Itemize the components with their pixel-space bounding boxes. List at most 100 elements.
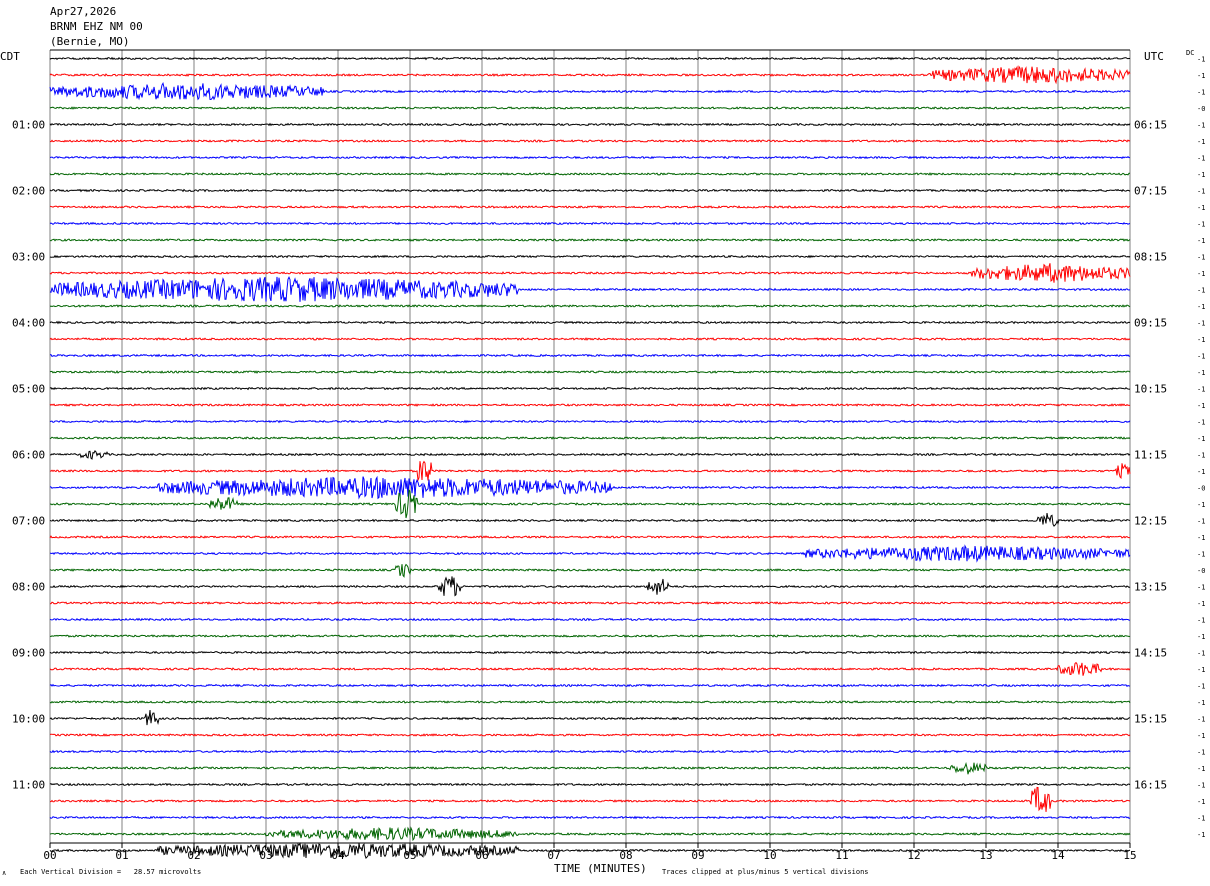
- dc-offset-label: -1: [1197, 452, 1205, 460]
- seismic-trace-row: [49, 353, 1131, 358]
- dc-offset-label: -1: [1197, 155, 1205, 163]
- seismic-trace-row: [49, 634, 1131, 638]
- utc-hour-label: 07:15: [1134, 185, 1167, 198]
- seismic-trace-row: [49, 254, 1131, 259]
- seismic-trace-row: [49, 81, 1131, 101]
- seismic-trace-row: [49, 842, 1131, 860]
- dc-offset-label: -1: [1197, 320, 1205, 328]
- utc-hour-label: 13:15: [1134, 581, 1167, 594]
- x-tick-label: 00: [43, 849, 56, 862]
- dc-offset-header: DC: [1186, 49, 1195, 57]
- cdt-hour-label: 06:00: [12, 449, 45, 462]
- seismic-trace-row: [49, 661, 1131, 676]
- utc-hour-label: 14:15: [1134, 647, 1167, 660]
- seismic-trace-row: [49, 238, 1131, 242]
- x-tick-label: 12: [907, 849, 920, 862]
- x-tick-label: 11: [835, 849, 848, 862]
- dc-offset-label: -1: [1197, 683, 1205, 691]
- dc-offset-label: -1: [1197, 699, 1205, 707]
- seismic-trace-row: [49, 700, 1131, 704]
- seismic-trace-row: [49, 544, 1131, 563]
- dc-offset-label: -1: [1197, 798, 1205, 806]
- dc-offset-label: -1: [1197, 831, 1205, 839]
- cdt-hour-label: 09:00: [12, 647, 45, 660]
- dc-offset-label: -1: [1197, 336, 1205, 344]
- seismic-trace-row: [49, 709, 1131, 726]
- dc-offset-label: -0: [1197, 567, 1205, 575]
- scale-note: Each Vertical Division = 28.57 microvolt…: [20, 868, 202, 876]
- x-tick-label: 13: [979, 849, 992, 862]
- dc-offset-label: -1: [1197, 122, 1205, 130]
- seismic-trace-row: [49, 617, 1131, 622]
- seismic-trace-row: [49, 205, 1131, 209]
- seismic-trace-row: [49, 188, 1131, 193]
- seismic-trace-row: [49, 535, 1131, 539]
- seismic-trace-row: [49, 304, 1131, 308]
- dc-offset-label: -1: [1197, 650, 1205, 658]
- dc-offset-label: -1: [1197, 666, 1205, 674]
- dc-offset-label: -1: [1197, 815, 1205, 823]
- dc-offset-label: -1: [1197, 518, 1205, 526]
- station-location: (Bernie, MO): [50, 35, 130, 48]
- dc-offset-label: -1: [1197, 782, 1205, 790]
- dc-offset-label: -1: [1197, 386, 1205, 394]
- cdt-hour-label: 05:00: [12, 383, 45, 396]
- seismic-trace-row: [49, 563, 1131, 578]
- x-tick-label: 08: [619, 849, 632, 862]
- dc-offset-label: -1: [1197, 303, 1205, 311]
- cdt-hour-label: 02:00: [12, 185, 45, 198]
- utc-hour-label: 09:15: [1134, 317, 1167, 330]
- cdt-hour-label: 08:00: [12, 581, 45, 594]
- dc-offset-label: -1: [1197, 584, 1205, 592]
- dc-offset-label: -1: [1197, 600, 1205, 608]
- seismic-trace-row: [49, 370, 1131, 374]
- seismic-trace-row: [49, 782, 1131, 787]
- x-tick-label: 07: [547, 849, 560, 862]
- dc-offset-label: -1: [1197, 254, 1205, 262]
- dc-offset-label: -1: [1197, 221, 1205, 229]
- cdt-hour-label: 01:00: [12, 119, 45, 132]
- dc-offset-label: -1: [1197, 749, 1205, 757]
- utc-hour-label: 08:15: [1134, 251, 1167, 264]
- seismic-trace-row: [49, 475, 1131, 500]
- cdt-hour-label: 10:00: [12, 713, 45, 726]
- utc-hour-label: 16:15: [1134, 779, 1167, 792]
- x-tick-label: 06: [475, 849, 488, 862]
- seismic-trace-row: [49, 576, 1131, 597]
- utc-hour-label: 06:15: [1134, 119, 1167, 132]
- dc-offset-label: -1: [1197, 435, 1205, 443]
- x-tick-label: 03: [259, 849, 272, 862]
- station-date: Apr27,2026: [50, 5, 117, 18]
- utc-hour-label: 10:15: [1134, 383, 1167, 396]
- seismic-trace-row: [49, 761, 1131, 775]
- seismic-trace-row: [49, 436, 1131, 440]
- seismic-trace-row: [49, 106, 1131, 110]
- dc-offset-label: -1: [1197, 171, 1205, 179]
- scale-marker-icon: ∧: [2, 869, 7, 877]
- dc-offset-label: -1: [1197, 369, 1205, 377]
- seismic-trace-row: [49, 172, 1130, 176]
- cdt-hour-label: 11:00: [12, 779, 45, 792]
- seismic-trace-row: [49, 337, 1131, 341]
- seismic-trace-row: [49, 65, 1131, 85]
- cdt-hour-label: 07:00: [12, 515, 45, 528]
- seismic-trace-row: [50, 786, 1131, 812]
- dc-offset-label: -1: [1197, 617, 1205, 625]
- dc-offset-label: -1: [1197, 56, 1205, 64]
- seismic-trace-row: [49, 601, 1131, 605]
- seismic-trace-row: [49, 386, 1131, 391]
- utc-hour-label: 15:15: [1134, 713, 1167, 726]
- utc-hour-label: 12:15: [1134, 515, 1167, 528]
- dc-offset-label: -1: [1197, 633, 1205, 641]
- dc-offset-label: -0: [1197, 105, 1205, 113]
- seismic-trace-row: [49, 749, 1131, 754]
- seismic-trace-row: [49, 419, 1131, 424]
- dc-offset-label: -1: [1197, 287, 1205, 295]
- seismic-trace-row: [49, 683, 1131, 688]
- dc-offset-label: -1: [1197, 188, 1205, 196]
- x-tick-label: 09: [691, 849, 704, 862]
- x-axis-title: TIME (MINUTES): [554, 862, 647, 875]
- dc-offset-label: -1: [1197, 89, 1205, 97]
- dc-offset-label: -1: [1197, 501, 1205, 509]
